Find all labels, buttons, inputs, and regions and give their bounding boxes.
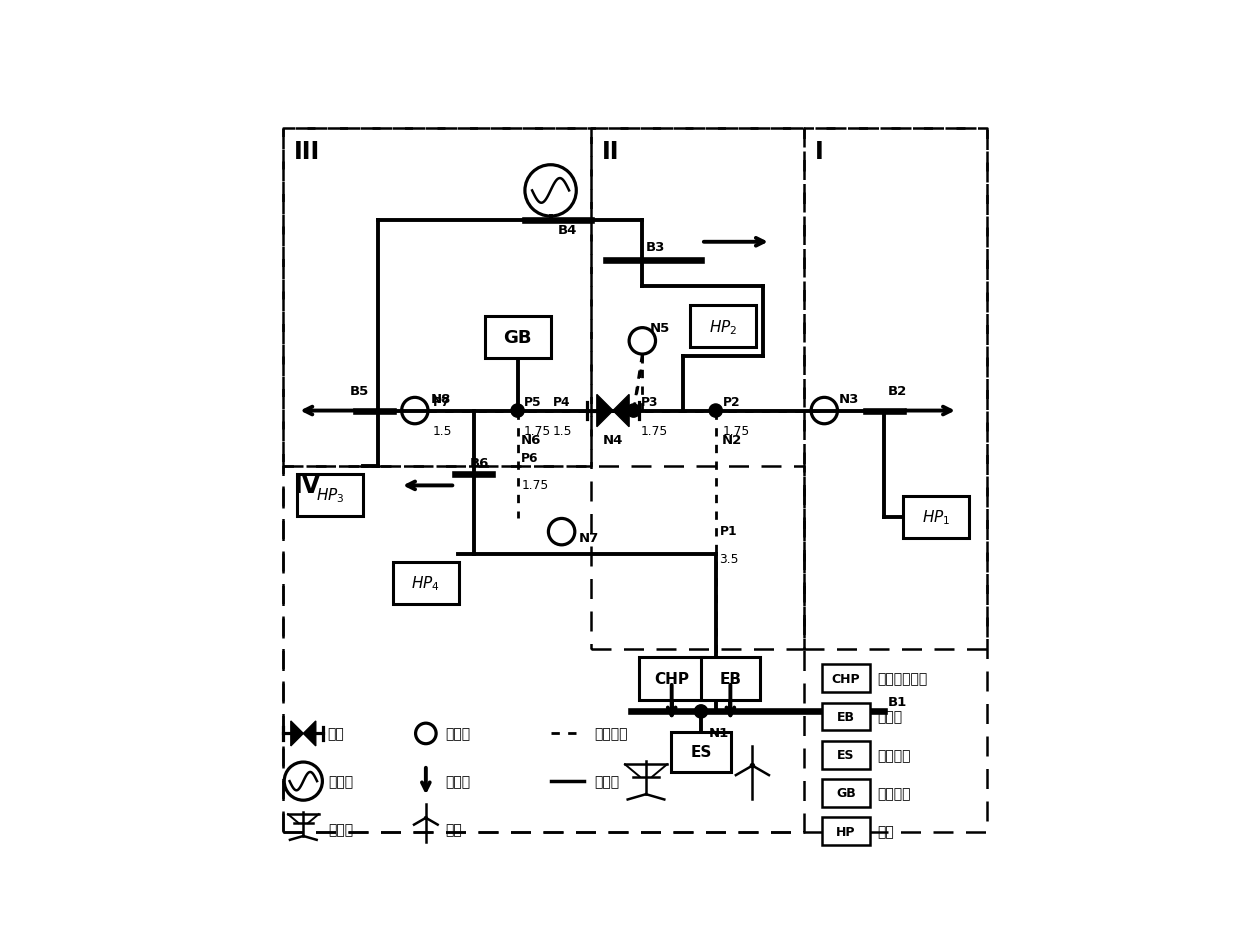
- Polygon shape: [613, 395, 629, 427]
- Text: N7: N7: [579, 531, 600, 545]
- Text: 1.75: 1.75: [641, 425, 668, 437]
- FancyBboxPatch shape: [823, 741, 870, 769]
- Text: N1: N1: [709, 726, 729, 740]
- Text: I: I: [815, 140, 824, 164]
- Text: CHP: CHP: [831, 672, 860, 685]
- Text: N5: N5: [649, 321, 670, 334]
- FancyBboxPatch shape: [823, 664, 870, 693]
- Text: 阀门: 阀门: [327, 726, 343, 741]
- Text: IV: IV: [294, 473, 321, 497]
- Polygon shape: [291, 722, 304, 746]
- Text: 1.75: 1.75: [522, 479, 549, 492]
- Text: 燃气锅炉: 燃气锅炉: [877, 786, 911, 800]
- Text: B5: B5: [351, 385, 369, 398]
- Text: 1.5: 1.5: [553, 425, 572, 437]
- FancyBboxPatch shape: [638, 658, 705, 700]
- Text: EB: EB: [720, 671, 741, 686]
- Text: B3: B3: [646, 241, 665, 253]
- Circle shape: [750, 763, 756, 768]
- FancyBboxPatch shape: [823, 817, 870, 845]
- Text: P3: P3: [641, 395, 658, 408]
- Text: 发电机: 发电机: [328, 774, 353, 788]
- Circle shape: [627, 405, 641, 418]
- Text: 热电联产机组: 热电联产机组: [877, 672, 928, 685]
- Text: N4: N4: [603, 433, 623, 446]
- Text: 1.5: 1.5: [432, 425, 452, 437]
- Text: $HP_3$: $HP_3$: [316, 486, 344, 505]
- Text: $HP_1$: $HP_1$: [922, 508, 950, 526]
- Text: 热泵: 热泵: [877, 824, 893, 838]
- Text: N2: N2: [721, 433, 742, 446]
- Text: CHP: CHP: [654, 671, 689, 686]
- FancyBboxPatch shape: [297, 474, 363, 517]
- Text: 电力线: 电力线: [595, 774, 620, 788]
- Text: 储电设备: 储电设备: [877, 748, 911, 762]
- Text: 3.5: 3.5: [720, 552, 738, 565]
- Text: 1.75: 1.75: [523, 425, 550, 437]
- Circle shape: [424, 816, 427, 820]
- Text: 风机: 风机: [446, 822, 462, 836]
- Text: P1: P1: [720, 525, 737, 538]
- Text: P4: P4: [553, 395, 570, 408]
- FancyBboxPatch shape: [701, 658, 760, 700]
- Text: 供热管道: 供热管道: [595, 726, 628, 741]
- Text: N3: N3: [839, 392, 860, 406]
- Text: P5: P5: [523, 395, 541, 408]
- Text: B2: B2: [888, 385, 907, 398]
- Text: B4: B4: [558, 225, 577, 237]
- Text: 电负荷: 电负荷: [446, 774, 471, 788]
- Text: EB: EB: [838, 710, 855, 724]
- Text: P6: P6: [522, 451, 539, 465]
- Polygon shape: [597, 395, 613, 427]
- Text: B6: B6: [470, 456, 489, 469]
- Text: N6: N6: [522, 433, 541, 446]
- Text: $HP_2$: $HP_2$: [709, 317, 737, 336]
- FancyBboxPatch shape: [823, 779, 870, 807]
- Text: HP: HP: [836, 824, 856, 838]
- Text: III: III: [294, 140, 320, 164]
- Text: $HP_4$: $HP_4$: [411, 574, 440, 593]
- FancyBboxPatch shape: [690, 306, 756, 348]
- Text: GB: GB: [503, 328, 532, 347]
- Text: ES: ES: [838, 748, 855, 762]
- FancyBboxPatch shape: [823, 703, 870, 731]
- Text: 电锅炉: 电锅炉: [877, 710, 902, 724]
- Text: P2: P2: [724, 395, 741, 408]
- Text: 热负荷: 热负荷: [446, 726, 471, 741]
- Text: 大电网: 大电网: [328, 822, 353, 836]
- FancyBboxPatch shape: [672, 732, 731, 772]
- Circle shape: [709, 405, 722, 418]
- Text: GB: GB: [836, 786, 856, 800]
- FancyBboxPatch shape: [484, 317, 550, 359]
- Text: B1: B1: [888, 695, 907, 708]
- FancyBboxPatch shape: [393, 562, 458, 605]
- Text: II: II: [602, 140, 620, 164]
- Circle shape: [694, 705, 707, 718]
- Text: N8: N8: [431, 392, 451, 406]
- Text: ES: ES: [690, 744, 711, 760]
- Text: 1.75: 1.75: [724, 425, 751, 437]
- Polygon shape: [304, 722, 316, 746]
- Text: P7: P7: [432, 395, 450, 408]
- FancyBboxPatch shape: [903, 496, 969, 539]
- Circle shape: [510, 405, 524, 418]
